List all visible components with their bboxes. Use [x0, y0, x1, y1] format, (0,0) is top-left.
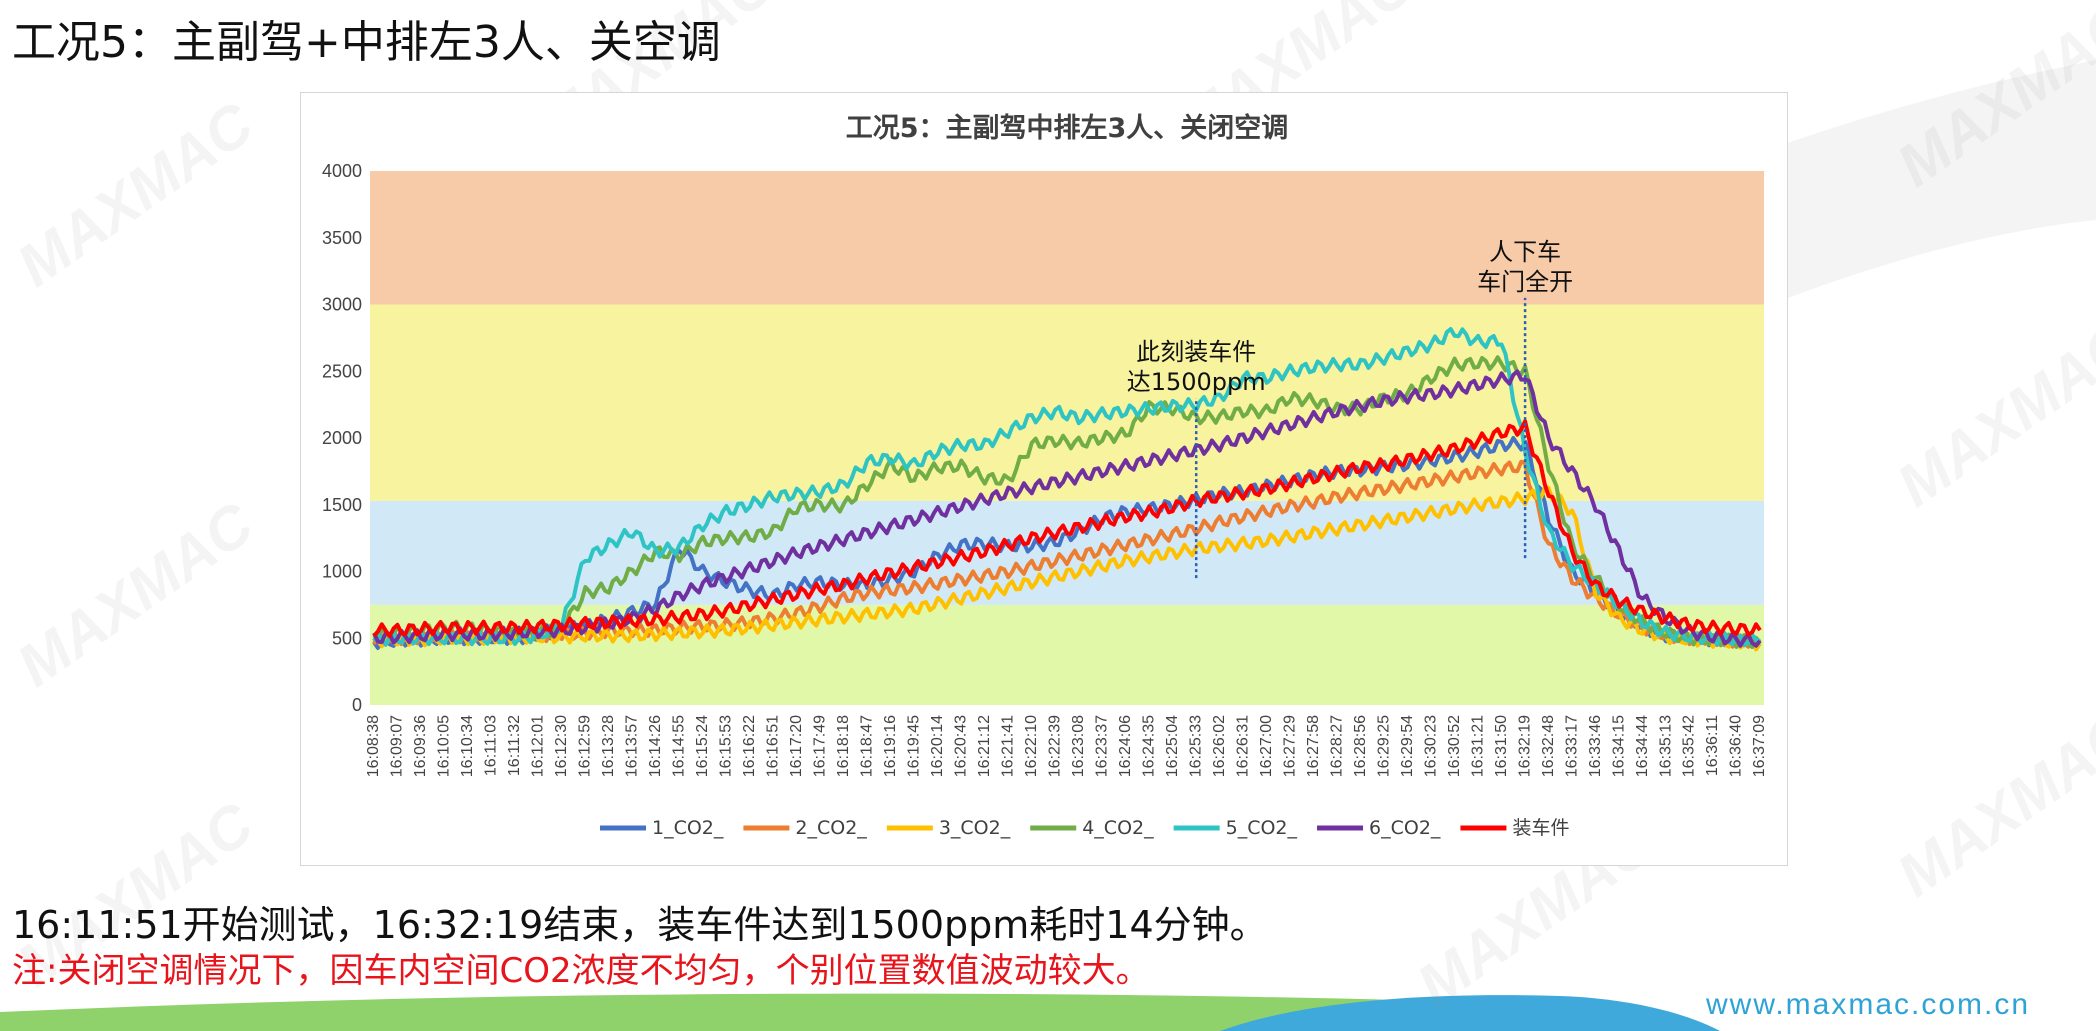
x-tick-label: 16:35:42	[1681, 715, 1698, 777]
legend-label-5: 5_CO2_	[1226, 817, 1298, 839]
series-line-7	[372, 419, 1762, 639]
x-tick-label: 16:12:01	[530, 715, 547, 777]
x-tick-label: 16:35:13	[1657, 715, 1674, 777]
band-0	[370, 604, 1764, 705]
slide-title: 工况5：主副驾+中排左3人、关空调	[12, 17, 721, 68]
x-tick-label: 16:18:47	[859, 715, 876, 777]
x-tick-label: 16:27:29	[1281, 715, 1298, 777]
legend-label-1: 1_CO2_	[652, 817, 724, 839]
x-tick-label: 16:21:41	[999, 715, 1016, 777]
x-tick-label: 16:34:44	[1634, 715, 1651, 777]
series-line-6	[372, 369, 1762, 648]
series-line-2	[372, 459, 1762, 649]
x-tick-label: 16:24:06	[1117, 715, 1134, 777]
x-tick-label: 16:26:02	[1211, 715, 1228, 777]
x-tick-label: 16:23:08	[1070, 715, 1087, 777]
x-tick-label: 16:29:54	[1399, 715, 1416, 777]
legend-label-2: 2_CO2_	[795, 817, 867, 839]
x-tick-label: 16:12:30	[553, 715, 570, 777]
x-tick-label: 16:13:28	[600, 715, 617, 777]
x-tick-label: 16:09:36	[412, 715, 429, 777]
x-tick-label: 16:15:53	[718, 715, 735, 777]
x-tick-label: 16:14:55	[671, 715, 688, 777]
x-tick-label: 16:32:48	[1540, 715, 1557, 777]
x-tick-label: 16:28:56	[1352, 715, 1369, 777]
test-note: 注:关闭空调情况下，因车内空间CO2浓度不均匀，个别位置数值波动较大。	[12, 951, 1150, 991]
x-tick-label: 16:29:25	[1375, 715, 1392, 777]
x-tick-label: 16:36:40	[1728, 715, 1745, 777]
y-tick-label: 3000	[322, 295, 362, 315]
band-2	[370, 304, 1764, 501]
website-url: www.maxmac.com.cn	[1706, 988, 2031, 1021]
y-tick-label: 0	[352, 695, 362, 715]
x-tick-label: 16:18:18	[835, 715, 852, 777]
test-summary: 16:11:51开始测试，16:32:19结束，装车件达到1500ppm耗时14…	[12, 903, 1268, 947]
x-tick-label: 16:14:26	[647, 715, 664, 777]
x-tick-label: 16:22:39	[1046, 715, 1063, 777]
y-tick-label: 2500	[322, 361, 362, 381]
x-tick-label: 16:25:04	[1164, 715, 1181, 777]
annotation-text-2: 车门全开	[1477, 268, 1573, 296]
x-tick-label: 16:19:16	[882, 715, 899, 777]
x-tick-label: 16:23:37	[1093, 715, 1110, 777]
x-tick-label: 16:31:50	[1493, 715, 1510, 777]
legend-label-3: 3_CO2_	[939, 817, 1011, 839]
legend-label-6: 6_CO2_	[1369, 817, 1441, 839]
x-tick-label: 16:20:14	[929, 715, 946, 777]
x-tick-label: 16:26:31	[1234, 715, 1251, 777]
x-tick-label: 16:34:15	[1610, 715, 1627, 777]
x-tick-label: 16:11:32	[506, 715, 523, 776]
x-tick-label: 16:09:07	[389, 715, 406, 777]
x-tick-label: 16:22:10	[1023, 715, 1040, 777]
x-tick-label: 16:20:43	[953, 715, 970, 777]
x-tick-label: 16:17:49	[812, 715, 829, 777]
y-tick-label: 1500	[322, 495, 362, 515]
x-tick-label: 16:24:35	[1140, 715, 1157, 777]
x-tick-label: 16:13:57	[624, 715, 641, 777]
legend-label-7: 装车件	[1512, 817, 1569, 839]
x-tick-label: 16:30:52	[1446, 715, 1463, 777]
series-line-5	[372, 327, 1761, 648]
x-tick-label: 16:36:11	[1704, 715, 1721, 776]
x-tick-label: 16:27:00	[1258, 715, 1275, 777]
x-tick-label: 16:31:21	[1469, 715, 1486, 777]
x-tick-label: 16:10:34	[459, 715, 476, 777]
chart-title: 工况5：主副驾中排左3人、关闭空调	[846, 112, 1289, 144]
x-tick-label: 16:28:27	[1328, 715, 1345, 777]
y-tick-label: 1000	[322, 562, 362, 582]
x-tick-label: 16:10:05	[436, 715, 453, 777]
x-tick-label: 16:17:20	[788, 715, 805, 777]
x-tick-label: 16:19:45	[906, 715, 923, 777]
series-line-3	[372, 485, 1762, 652]
x-tick-label: 16:12:59	[577, 715, 594, 777]
x-tick-label: 16:08:38	[365, 715, 382, 777]
x-tick-label: 16:16:51	[765, 715, 782, 777]
x-tick-label: 16:16:22	[741, 715, 758, 777]
co2-line-chart: 工况5：主副驾中排左3人、关闭空调 0 500 1000 1500 2000 2500 300…	[322, 112, 1768, 839]
y-tick-label: 500	[332, 628, 362, 648]
x-tick-label: 16:25:33	[1187, 715, 1204, 777]
x-tick-label: 16:27:58	[1305, 715, 1322, 777]
legend-label-4: 4_CO2_	[1082, 817, 1154, 839]
x-tick-label: 16:32:19	[1516, 715, 1533, 777]
x-tick-label: 16:21:12	[976, 715, 993, 777]
annotation-text-1: 达1500ppm	[1127, 368, 1266, 396]
x-tick-label: 16:33:46	[1587, 715, 1604, 777]
x-tick-label: 16:30:23	[1422, 715, 1439, 777]
band-3	[370, 171, 1764, 305]
y-tick-label: 4000	[322, 161, 362, 181]
annotation-text-2: 人下车	[1489, 238, 1561, 266]
x-tick-label: 16:15:24	[694, 715, 711, 777]
x-tick-label: 16:11:03	[483, 715, 500, 776]
x-tick-label: 16:33:17	[1563, 715, 1580, 777]
annotation-text-1: 此刻装车件	[1136, 338, 1256, 366]
y-tick-label: 3500	[322, 228, 362, 248]
y-tick-label: 2000	[322, 428, 362, 448]
x-tick-label: 16:37:09	[1751, 715, 1768, 777]
